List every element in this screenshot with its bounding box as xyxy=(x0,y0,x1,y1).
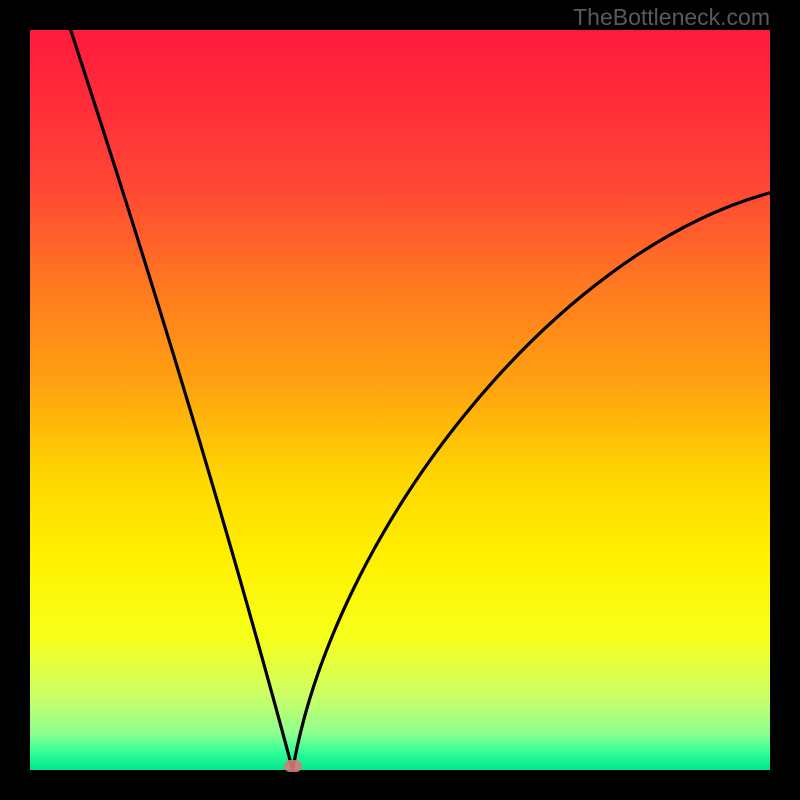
bottleneck-curve xyxy=(71,30,770,770)
curve-layer xyxy=(30,30,770,770)
vertex-marker xyxy=(284,760,302,772)
chart-frame: TheBottleneck.com xyxy=(0,0,800,800)
plot-area xyxy=(30,30,770,770)
watermark-text: TheBottleneck.com xyxy=(573,4,770,31)
